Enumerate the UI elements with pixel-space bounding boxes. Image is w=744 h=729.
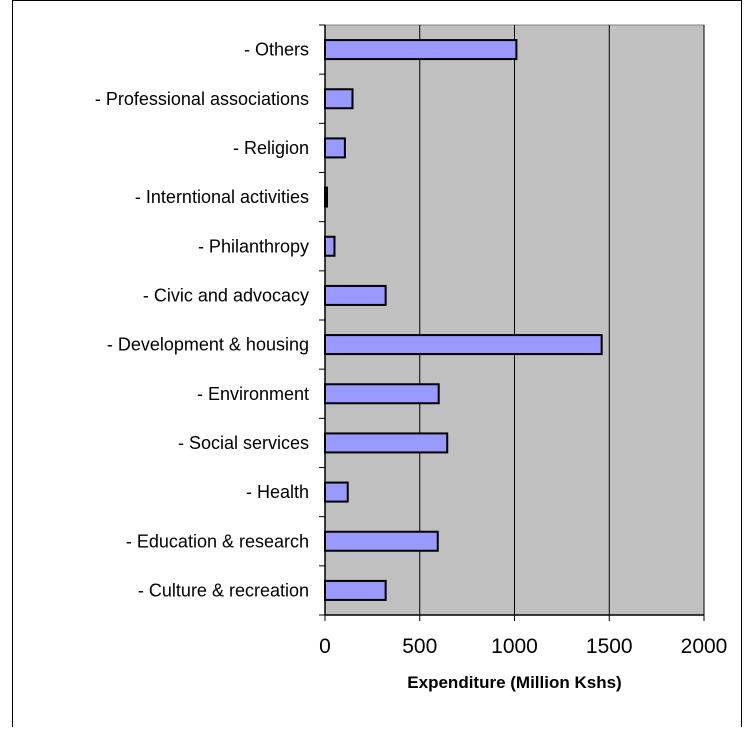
axes [319, 24, 705, 621]
x-tick-labels: 0 500 1000 1500 2000 [319, 635, 727, 658]
category-label: - Social services [178, 433, 309, 453]
category-label: - Education & research [126, 531, 309, 551]
category-label: - Development & housing [107, 335, 309, 355]
chart-frame [12, 0, 742, 727]
category-label: - Philanthropy [198, 236, 309, 256]
category-label: - Others [244, 40, 309, 60]
x-tick-label: 2000 [681, 635, 728, 658]
x-tick-label: 1500 [586, 635, 633, 658]
bar [324, 481, 349, 503]
category-label: - Professional associations [95, 89, 309, 109]
bar [324, 88, 354, 110]
bar [324, 383, 440, 405]
bar [324, 432, 449, 454]
bar [324, 579, 387, 601]
bar [324, 137, 346, 159]
bar [324, 235, 336, 257]
category-label: - Civic and advocacy [143, 285, 309, 305]
x-tick-label: 1000 [491, 635, 538, 658]
x-tick-label: 0 [319, 635, 331, 658]
bar [324, 39, 518, 61]
x-axis-title: Expenditure (Million Kshs) [407, 673, 621, 692]
category-label: - Religion [233, 138, 309, 158]
category-labels: - Culture & recreation - Education & rese… [95, 40, 309, 601]
bar [324, 334, 603, 356]
category-label: - Health [246, 482, 309, 502]
category-label: - Environment [197, 384, 309, 404]
category-label: - Interntional activities [135, 187, 309, 207]
x-tick-label: 500 [402, 635, 437, 658]
bar [324, 530, 439, 552]
bars [324, 39, 603, 601]
gridlines [419, 25, 705, 615]
bar [324, 284, 387, 306]
category-label: - Culture & recreation [138, 580, 309, 600]
